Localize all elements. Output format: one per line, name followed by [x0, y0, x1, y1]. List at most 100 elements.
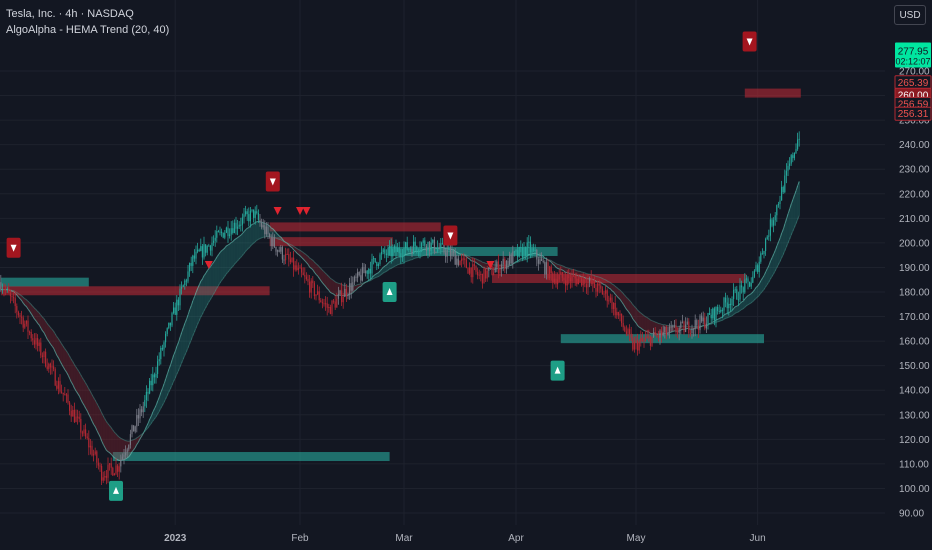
band-segment	[30, 304, 32, 314]
candle-body	[385, 253, 387, 256]
band-segment	[249, 226, 252, 247]
band-segment	[244, 229, 247, 252]
candle-body	[27, 320, 29, 332]
candle-body	[558, 274, 560, 280]
band-segment	[574, 269, 576, 275]
candle-body	[72, 409, 74, 417]
price-tick-label: 160.00	[899, 337, 930, 348]
candle-body	[745, 278, 747, 280]
candle-body	[342, 297, 344, 303]
band-segment	[604, 279, 607, 286]
candle-body	[0, 282, 2, 290]
bull-zone	[388, 246, 558, 256]
band-segment	[611, 283, 613, 291]
band-segment	[753, 289, 756, 300]
candle-body	[715, 307, 717, 321]
candle-body	[169, 322, 171, 326]
candle-body	[397, 247, 399, 252]
up-arrow-icon	[386, 287, 393, 295]
candle-body	[510, 254, 512, 264]
symbol-title[interactable]: Tesla, Inc. · 4h · NASDAQ	[6, 8, 134, 20]
candle-body	[389, 245, 391, 249]
bear-triangle-marker	[204, 260, 213, 269]
candle-body	[422, 240, 424, 243]
candle-body	[353, 276, 355, 283]
band-segment	[488, 263, 490, 269]
candle-body	[414, 241, 416, 247]
band-segment	[569, 268, 572, 274]
currency-button[interactable]: USD	[894, 5, 926, 25]
band-segment	[324, 273, 327, 287]
candle-body	[184, 280, 186, 286]
band-segment	[190, 305, 192, 340]
candle-body	[115, 465, 117, 474]
candle-body	[174, 307, 176, 315]
band-segment	[736, 306, 738, 313]
candle-body	[577, 278, 579, 285]
candle-body	[337, 294, 339, 299]
candle-body	[483, 268, 485, 284]
candle-body	[601, 288, 603, 295]
candle-body	[403, 248, 405, 257]
candle-body	[768, 235, 770, 237]
candle-body	[691, 328, 693, 334]
band-segment	[537, 254, 540, 258]
band-segment	[377, 272, 380, 277]
band-segment	[99, 409, 101, 437]
band-segment	[598, 277, 600, 282]
candle-body	[792, 155, 794, 159]
candle-body	[390, 245, 392, 257]
band-segment	[470, 257, 472, 261]
candle-body	[368, 268, 370, 274]
band-segment	[48, 325, 50, 342]
candle-body	[145, 391, 147, 401]
band-segment	[651, 320, 653, 334]
band-segment	[558, 264, 560, 269]
band-segment	[312, 260, 314, 270]
candle-body	[214, 237, 216, 241]
candle-body	[21, 316, 23, 318]
band-segment	[208, 268, 210, 302]
candle-body	[659, 330, 661, 338]
candle-body	[632, 337, 634, 350]
candle-body	[797, 139, 799, 150]
candle-body	[456, 258, 458, 265]
candle-body	[725, 297, 727, 303]
candle-body	[750, 282, 752, 287]
band-segment	[158, 397, 160, 412]
candle-body	[667, 332, 669, 335]
candle-body	[581, 276, 583, 286]
band-segment	[112, 430, 114, 457]
candle-body	[462, 258, 464, 260]
band-segment	[57, 338, 60, 358]
band-segment	[404, 254, 407, 262]
candle-body	[694, 320, 696, 329]
band-segment	[596, 276, 599, 282]
candle-body	[182, 285, 184, 287]
band-segment	[566, 267, 568, 273]
band-segment	[49, 327, 52, 344]
candle-body	[379, 254, 381, 264]
candle-body	[248, 214, 250, 222]
candle-body	[488, 267, 490, 271]
band-segment	[150, 416, 152, 424]
candle-body	[75, 416, 77, 422]
candle-body	[120, 459, 122, 467]
candle-body	[65, 394, 67, 396]
candle-body	[211, 242, 213, 251]
candle-body	[523, 247, 525, 258]
candle-body	[269, 234, 271, 237]
time-axis[interactable]: 2023 Feb Mar Apr May Jun	[164, 533, 766, 544]
band-segment	[291, 245, 293, 248]
band-segment	[116, 435, 119, 460]
candle-body	[121, 456, 123, 460]
band-segment	[478, 260, 480, 265]
band-segment	[627, 298, 629, 312]
band-segment	[241, 233, 244, 256]
candle-body	[163, 342, 165, 350]
candle-body	[104, 476, 106, 478]
indicator-title[interactable]: AlgoAlpha - HEMA Trend (20, 40)	[6, 24, 170, 36]
candle-body	[147, 391, 149, 394]
signals-layer	[6, 31, 757, 501]
